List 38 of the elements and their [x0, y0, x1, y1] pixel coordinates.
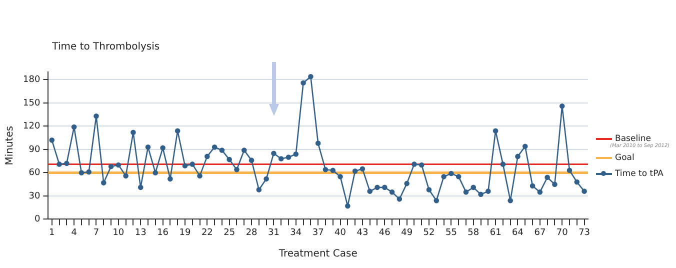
x-tick-label: 7 — [93, 228, 100, 238]
x-tick-label: 31 — [268, 228, 280, 238]
x-tick-label: 34 — [290, 228, 302, 238]
x-tick-label: 37 — [312, 228, 324, 238]
x-tick-label: 64 — [512, 228, 524, 238]
y-tick-label: 60 — [28, 168, 40, 178]
y-tick-label: 180 — [22, 75, 40, 86]
x-tick-label: 52 — [423, 228, 435, 238]
x-tick-label: 67 — [534, 228, 546, 238]
x-tick-label: 1 — [49, 228, 55, 238]
legend-label: Baseline — [615, 134, 652, 144]
legend-label: Time to tPA — [615, 169, 664, 179]
x-tick-label: 49 — [401, 228, 413, 238]
x-tick-label: 13 — [134, 228, 146, 238]
y-axis-title: Minutes — [4, 126, 16, 166]
x-tick-label: 46 — [378, 228, 391, 238]
x-tick-label: 40 — [334, 228, 346, 238]
x-tick-label: 55 — [445, 228, 457, 238]
y-tick-label: 120 — [22, 122, 40, 132]
chart-title: Time to Thrombolysis — [51, 42, 160, 53]
x-tick-label: 22 — [201, 228, 213, 238]
y-tick-label: 150 — [22, 98, 40, 108]
y-tick-label: 0 — [34, 214, 40, 225]
y-tick-label: 30 — [28, 191, 40, 202]
x-tick-label: 58 — [468, 228, 480, 238]
y-tick-label: 90 — [28, 144, 40, 155]
legend-label: Goal — [615, 153, 634, 163]
x-tick-label: 25 — [224, 228, 236, 238]
x-tick-label: 70 — [556, 228, 568, 238]
x-tick-label: 73 — [578, 228, 590, 238]
x-tick-label: 43 — [356, 228, 368, 238]
x-tick-label: 28 — [246, 228, 258, 238]
x-axis-title: Treatment Case — [278, 248, 358, 260]
x-tick-label: 10 — [112, 228, 124, 238]
x-tick-label: 16 — [157, 228, 169, 238]
x-tick-label: 19 — [179, 228, 191, 238]
x-tick-label: 4 — [71, 228, 78, 238]
x-tick-label: 61 — [490, 228, 502, 238]
